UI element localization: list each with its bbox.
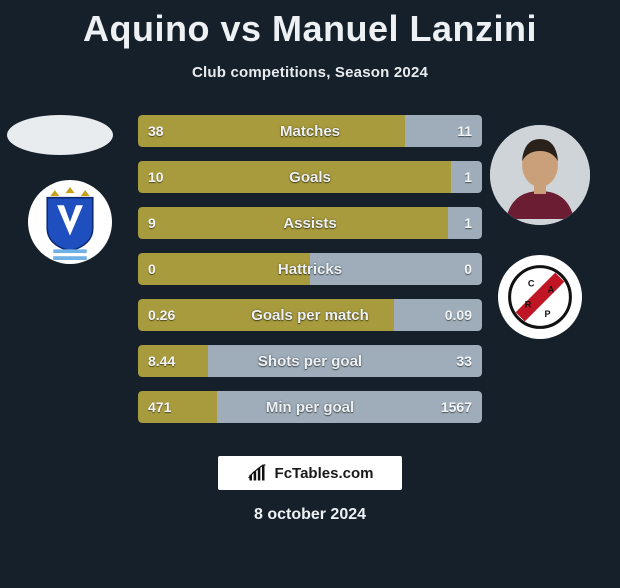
river-plate-crest-icon: C A R P: [502, 259, 578, 335]
stat-row: Matches3811: [138, 115, 482, 147]
stat-bar-left: [138, 207, 448, 239]
brand-text: FcTables.com: [275, 465, 374, 482]
stat-bar-left: [138, 345, 208, 377]
stat-bar-left: [138, 299, 394, 331]
stat-bar-right: [208, 345, 482, 377]
svg-text:R: R: [525, 300, 532, 310]
player-left-club-crest: [28, 180, 112, 264]
stat-row: Assists91: [138, 207, 482, 239]
svg-text:C: C: [528, 278, 535, 288]
stat-bar-right: [448, 207, 482, 239]
player-left-avatar-blank: [7, 115, 113, 155]
subtitle: Club competitions, Season 2024: [0, 64, 620, 81]
stat-bar-right: [451, 161, 482, 193]
svg-text:A: A: [548, 284, 555, 294]
stat-row: Goals per match0.260.09: [138, 299, 482, 331]
stat-row: Hattricks00: [138, 253, 482, 285]
chart-icon: [247, 463, 267, 483]
stat-bar-right: [310, 253, 482, 285]
velez-crest-icon: [32, 184, 108, 260]
stat-bar-left: [138, 115, 405, 147]
player-right-club-crest: C A R P: [498, 255, 582, 339]
svg-text:P: P: [545, 309, 551, 319]
stat-bar-right: [217, 391, 482, 423]
page-title: Aquino vs Manuel Lanzini: [0, 8, 620, 50]
portrait-icon: [490, 125, 590, 225]
comparison-stage: C A R P Matches3811 Goals101 Assists91 Hatt…: [0, 115, 620, 455]
player-right-avatar: [490, 125, 590, 225]
stat-bar-left: [138, 161, 451, 193]
stat-bar-right: [394, 299, 482, 331]
stat-bars: Matches3811 Goals101 Assists91 Hattricks00 G…: [138, 115, 482, 437]
brand-badge: FcTables.com: [218, 456, 402, 490]
stat-bar-left: [138, 391, 217, 423]
stat-bar-right: [405, 115, 482, 147]
stat-row: Min per goal4711567: [138, 391, 482, 423]
stat-row: Goals101: [138, 161, 482, 193]
stat-bar-left: [138, 253, 310, 285]
date-text: 8 october 2024: [0, 506, 620, 524]
stat-row: Shots per goal8.4433: [138, 345, 482, 377]
